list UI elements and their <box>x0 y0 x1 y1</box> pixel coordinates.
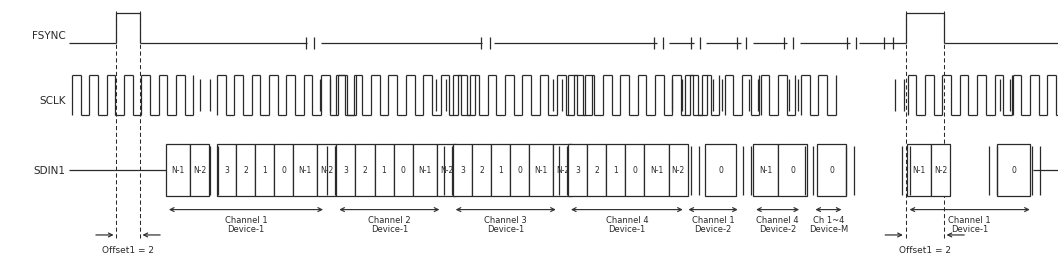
Text: N-2: N-2 <box>934 166 947 175</box>
Text: N-1: N-1 <box>912 166 926 175</box>
Text: 2: 2 <box>479 166 484 175</box>
Bar <box>166 144 190 196</box>
Text: 3: 3 <box>224 166 229 175</box>
Text: N-1: N-1 <box>418 166 432 175</box>
Bar <box>355 144 375 196</box>
Text: 0: 0 <box>517 166 522 175</box>
Text: Channel 2: Channel 2 <box>368 216 411 225</box>
Text: 3: 3 <box>460 166 464 175</box>
Text: Device-1: Device-1 <box>487 225 525 234</box>
Bar <box>907 144 931 196</box>
Text: FSYNC: FSYNC <box>32 31 66 41</box>
Text: 0: 0 <box>829 166 834 175</box>
Text: N-2: N-2 <box>321 166 333 175</box>
Bar <box>669 144 688 196</box>
Bar <box>778 144 807 196</box>
Text: SDIN1: SDIN1 <box>34 166 66 176</box>
Text: N-2: N-2 <box>672 166 685 175</box>
Text: 0: 0 <box>633 166 637 175</box>
Text: Channel 4: Channel 4 <box>605 216 649 225</box>
Bar <box>997 144 1030 196</box>
Text: Device-1: Device-1 <box>227 225 264 234</box>
Bar <box>453 144 472 196</box>
Bar <box>236 144 255 196</box>
Text: 0: 0 <box>401 166 405 175</box>
Text: Channel 1: Channel 1 <box>948 216 991 225</box>
Bar <box>568 144 587 196</box>
Text: N-1: N-1 <box>759 166 772 175</box>
Text: Channel 3: Channel 3 <box>485 216 527 225</box>
Text: Device-2: Device-2 <box>694 225 732 234</box>
Text: 0: 0 <box>718 166 723 175</box>
Text: Channel 1: Channel 1 <box>224 216 268 225</box>
Bar <box>293 144 317 196</box>
Text: 2: 2 <box>595 166 599 175</box>
Text: N-1: N-1 <box>298 166 312 175</box>
Bar <box>931 144 950 196</box>
Bar <box>491 144 510 196</box>
Text: Device-2: Device-2 <box>759 225 797 234</box>
Bar <box>753 144 778 196</box>
Text: 1: 1 <box>262 166 267 175</box>
Bar <box>705 144 736 196</box>
Text: N-2: N-2 <box>440 166 453 175</box>
Text: 3: 3 <box>344 166 348 175</box>
Text: Device-1: Device-1 <box>608 225 645 234</box>
Text: 1: 1 <box>498 166 503 175</box>
Text: 0: 0 <box>1011 166 1016 175</box>
Bar <box>587 144 606 196</box>
Bar <box>510 144 529 196</box>
Text: 1: 1 <box>614 166 618 175</box>
Text: 2: 2 <box>363 166 367 175</box>
Bar <box>190 144 209 196</box>
Bar <box>553 144 572 196</box>
Text: 3: 3 <box>576 166 580 175</box>
Text: Channel 4: Channel 4 <box>756 216 799 225</box>
Bar <box>317 144 336 196</box>
Text: 2: 2 <box>243 166 248 175</box>
Bar <box>336 144 355 196</box>
Text: N-1: N-1 <box>650 166 663 175</box>
Bar <box>413 144 437 196</box>
Bar <box>625 144 644 196</box>
Text: Device-1: Device-1 <box>370 225 408 234</box>
Text: N-1: N-1 <box>534 166 548 175</box>
Bar <box>606 144 625 196</box>
Text: 0: 0 <box>281 166 286 175</box>
Bar <box>375 144 394 196</box>
Bar <box>394 144 413 196</box>
Bar <box>644 144 669 196</box>
Text: N-2: N-2 <box>557 166 569 175</box>
Bar <box>529 144 553 196</box>
Bar <box>255 144 274 196</box>
Bar <box>437 144 456 196</box>
Bar <box>274 144 293 196</box>
Text: SCLK: SCLK <box>39 96 66 107</box>
Text: Offset1 = 2: Offset1 = 2 <box>102 246 154 255</box>
Text: Offset1 = 2: Offset1 = 2 <box>898 246 951 255</box>
Text: N-1: N-1 <box>171 166 185 175</box>
Bar <box>817 144 846 196</box>
Text: 1: 1 <box>382 166 386 175</box>
Text: Device-M: Device-M <box>808 225 849 234</box>
Text: Channel 1: Channel 1 <box>692 216 734 225</box>
Text: Device-1: Device-1 <box>951 225 988 234</box>
Text: N-2: N-2 <box>194 166 206 175</box>
Text: Ch 1~4: Ch 1~4 <box>813 216 844 225</box>
Text: 0: 0 <box>790 166 795 175</box>
Bar <box>472 144 491 196</box>
Bar <box>217 144 236 196</box>
